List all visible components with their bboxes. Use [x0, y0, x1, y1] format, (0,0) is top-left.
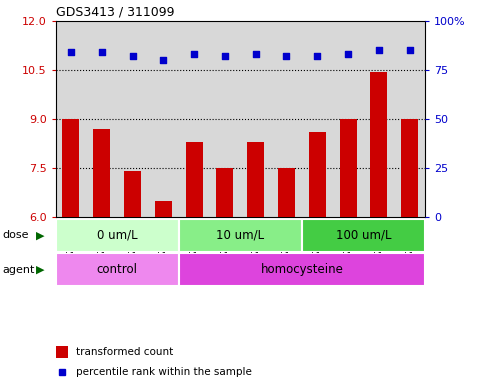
Bar	[185, 142, 202, 217]
Bar	[247, 142, 264, 217]
Point	[344, 51, 352, 58]
Bar	[240, 21, 271, 217]
Bar	[56, 253, 179, 286]
Text: 0 um/L: 0 um/L	[97, 229, 138, 242]
Bar	[86, 21, 117, 217]
Bar	[124, 171, 141, 217]
Text: ▶: ▶	[36, 265, 45, 275]
Point	[67, 50, 75, 56]
Point	[375, 48, 383, 54]
Bar	[370, 72, 387, 217]
Point	[221, 53, 229, 60]
Bar	[179, 253, 425, 286]
Text: percentile rank within the sample: percentile rank within the sample	[76, 367, 252, 377]
Bar	[271, 21, 302, 217]
Bar	[56, 219, 179, 252]
Text: control: control	[97, 263, 138, 276]
Text: ▶: ▶	[36, 230, 45, 240]
Bar	[309, 132, 326, 217]
Point	[313, 53, 321, 60]
Bar	[56, 346, 69, 358]
Bar	[62, 119, 79, 217]
Text: dose: dose	[2, 230, 29, 240]
Bar	[93, 129, 110, 217]
Text: GDS3413 / 311099: GDS3413 / 311099	[56, 5, 174, 18]
Bar	[394, 21, 425, 217]
Bar	[401, 119, 418, 217]
Bar	[302, 21, 333, 217]
Bar	[340, 119, 356, 217]
Point	[190, 51, 198, 58]
Point	[283, 53, 290, 60]
Bar	[364, 21, 394, 217]
Text: homocysteine: homocysteine	[260, 263, 343, 276]
Point	[128, 53, 136, 60]
Bar	[179, 219, 302, 252]
Point	[98, 50, 106, 56]
Bar	[333, 21, 364, 217]
Bar	[155, 201, 172, 217]
Bar	[278, 168, 295, 217]
Text: 100 um/L: 100 um/L	[336, 229, 391, 242]
Bar	[210, 21, 240, 217]
Text: transformed count: transformed count	[76, 347, 173, 357]
Bar	[302, 219, 425, 252]
Bar	[179, 21, 210, 217]
Bar	[216, 168, 233, 217]
Point	[252, 51, 259, 58]
Text: agent: agent	[2, 265, 35, 275]
Point	[159, 57, 167, 63]
Bar	[148, 21, 179, 217]
Point	[406, 48, 413, 54]
Bar	[56, 21, 86, 217]
Text: 10 um/L: 10 um/L	[216, 229, 264, 242]
Bar	[117, 21, 148, 217]
